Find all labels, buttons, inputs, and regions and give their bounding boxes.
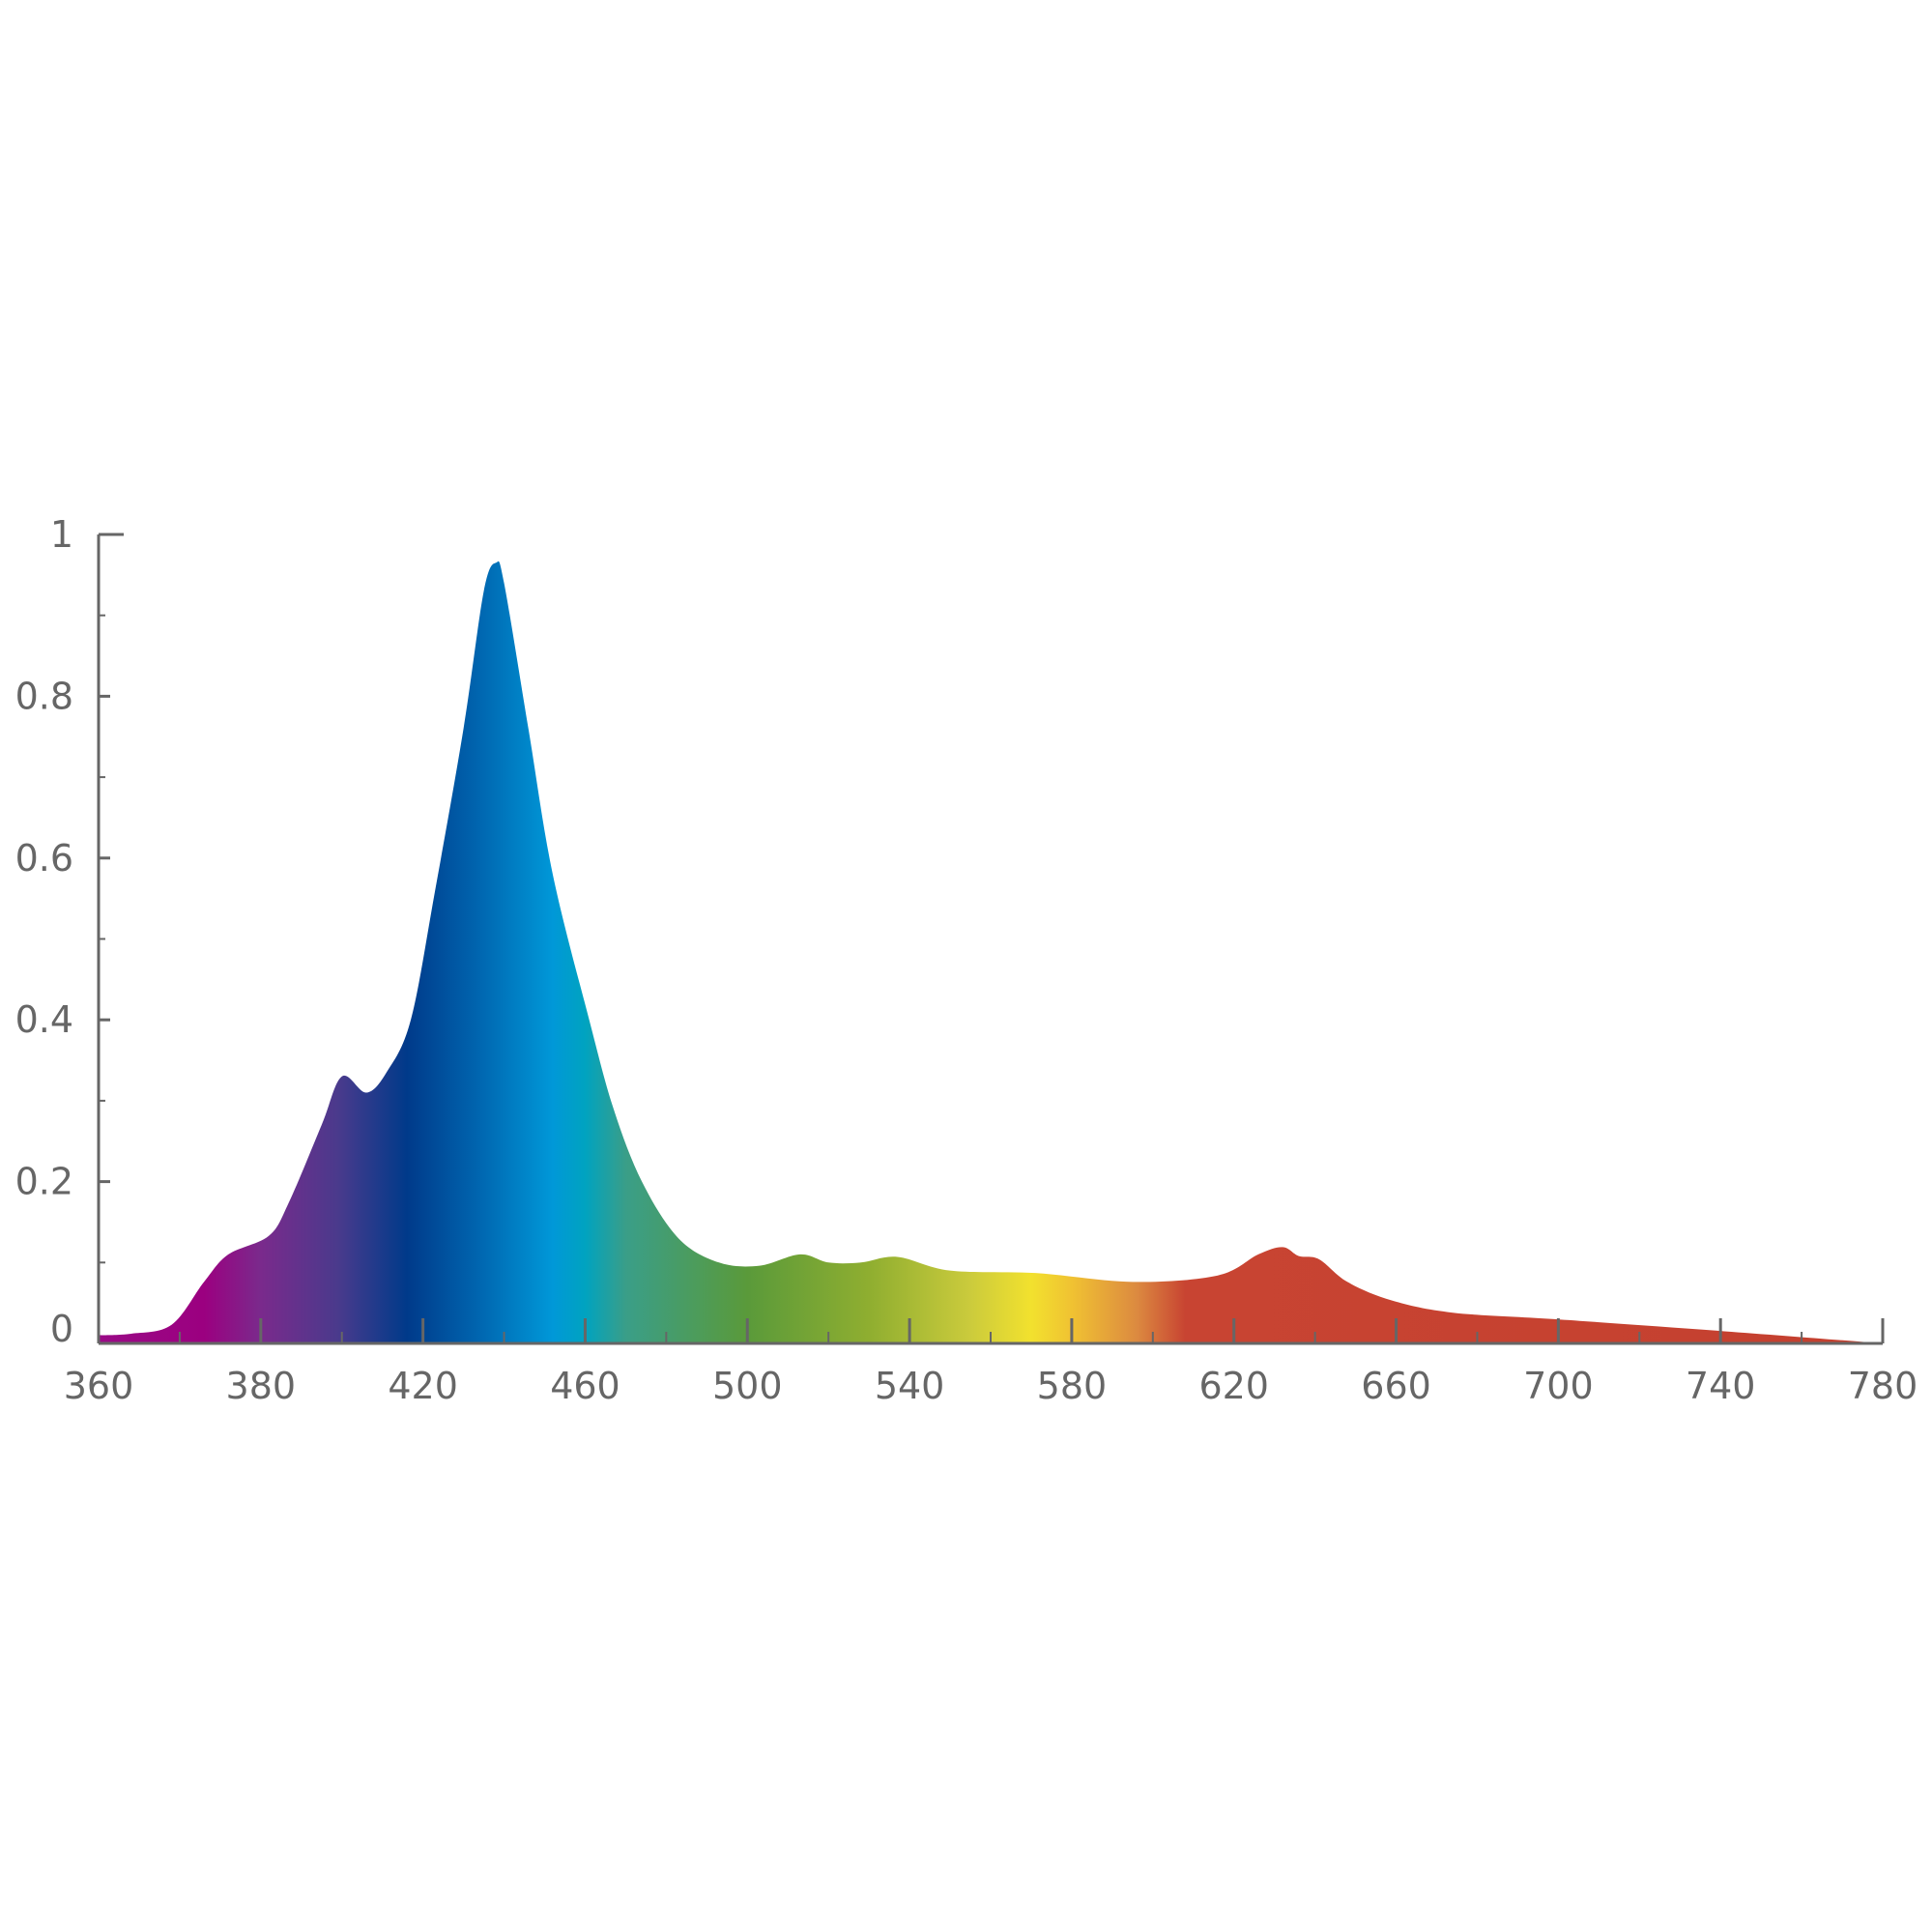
y-tick-label: 0.2	[15, 1161, 73, 1203]
y-tick-label: 0.8	[15, 675, 73, 717]
x-tick-label: 620	[1198, 1365, 1269, 1407]
x-tick-label: 460	[550, 1365, 620, 1407]
spectrum-area	[99, 561, 1883, 1343]
y-tick-label: 0	[50, 1308, 73, 1350]
x-tick-label: 380	[226, 1365, 297, 1407]
x-tick-label: 580	[1037, 1365, 1108, 1407]
y-tick-label: 0.6	[15, 837, 73, 879]
x-tick-label: 660	[1361, 1365, 1431, 1407]
x-tick-label: 740	[1686, 1365, 1756, 1407]
x-tick-label: 360	[64, 1365, 134, 1407]
y-tick-label: 0.4	[15, 998, 73, 1041]
x-tick-label: 780	[1848, 1365, 1918, 1407]
x-tick-label: 500	[712, 1365, 783, 1407]
x-tick-label: 420	[388, 1365, 458, 1407]
y-tick-label: 1	[50, 513, 73, 556]
x-tick-label: 540	[875, 1365, 945, 1407]
x-tick-label: 700	[1523, 1365, 1594, 1407]
